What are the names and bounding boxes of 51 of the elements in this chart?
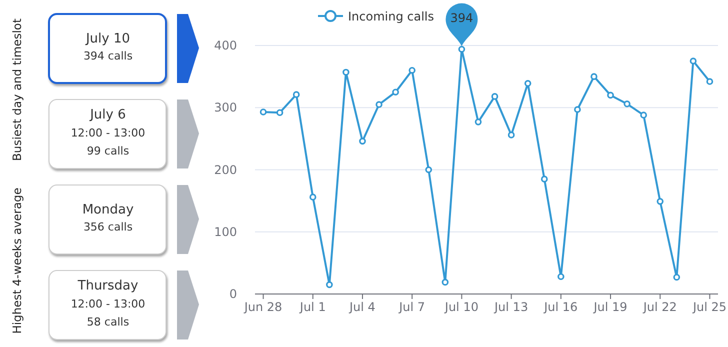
point	[558, 273, 564, 280]
point	[309, 194, 316, 200]
text: Monday 356 calls	[82, 202, 134, 234]
y-tick-label: 100	[214, 224, 237, 239]
point	[392, 88, 399, 96]
point	[690, 58, 697, 64]
y-tick-label: 200	[214, 162, 237, 177]
x-tick-label: Jul 16	[543, 300, 578, 314]
x-tick-label: Jul 4	[348, 300, 376, 314]
point	[673, 274, 680, 281]
point	[458, 46, 466, 53]
point	[590, 73, 598, 80]
y-tick-label: 0	[229, 287, 237, 301]
point	[624, 100, 630, 108]
point	[508, 132, 515, 138]
point	[342, 68, 350, 76]
point	[706, 78, 714, 85]
point	[425, 166, 432, 174]
x-tick-label: Jul 7	[398, 300, 426, 314]
x-tick-label: Jul 25	[692, 300, 727, 314]
point	[574, 106, 581, 113]
x-tick-label: Jun 28	[243, 300, 282, 314]
point	[359, 138, 366, 145]
point	[540, 176, 548, 182]
point	[491, 93, 498, 100]
point	[524, 80, 532, 87]
x-tick-label: Jul 10	[444, 300, 478, 314]
y-tick-label: 400	[214, 38, 237, 52]
point	[376, 101, 382, 108]
point	[276, 109, 284, 116]
point	[474, 118, 482, 126]
annotation: 394	[450, 11, 474, 26]
text: Highest 4-weeks average	[10, 188, 24, 334]
legend-label: Incoming calls	[348, 10, 434, 24]
text: Busiest day and timeslot	[10, 18, 24, 161]
point	[260, 108, 267, 116]
x-tick-label: Jul 13	[494, 300, 528, 314]
y-tick-label: 300	[214, 100, 237, 115]
x-tick-label: Jul 19	[592, 300, 628, 314]
point	[442, 278, 449, 286]
point	[640, 112, 647, 118]
point	[656, 198, 664, 205]
text: July 10 394 calls	[83, 32, 133, 62]
text: Thursday 12:00 - 13:00 58 calls	[70, 278, 146, 328]
x-tick-label: Jul 1	[298, 300, 326, 314]
point	[326, 281, 333, 288]
x-tick-label: Jul 22	[642, 300, 677, 314]
point	[408, 66, 416, 74]
text: July 6 12:00 - 13:00 99 calls	[70, 108, 146, 158]
point	[607, 92, 614, 99]
point	[292, 91, 300, 98]
